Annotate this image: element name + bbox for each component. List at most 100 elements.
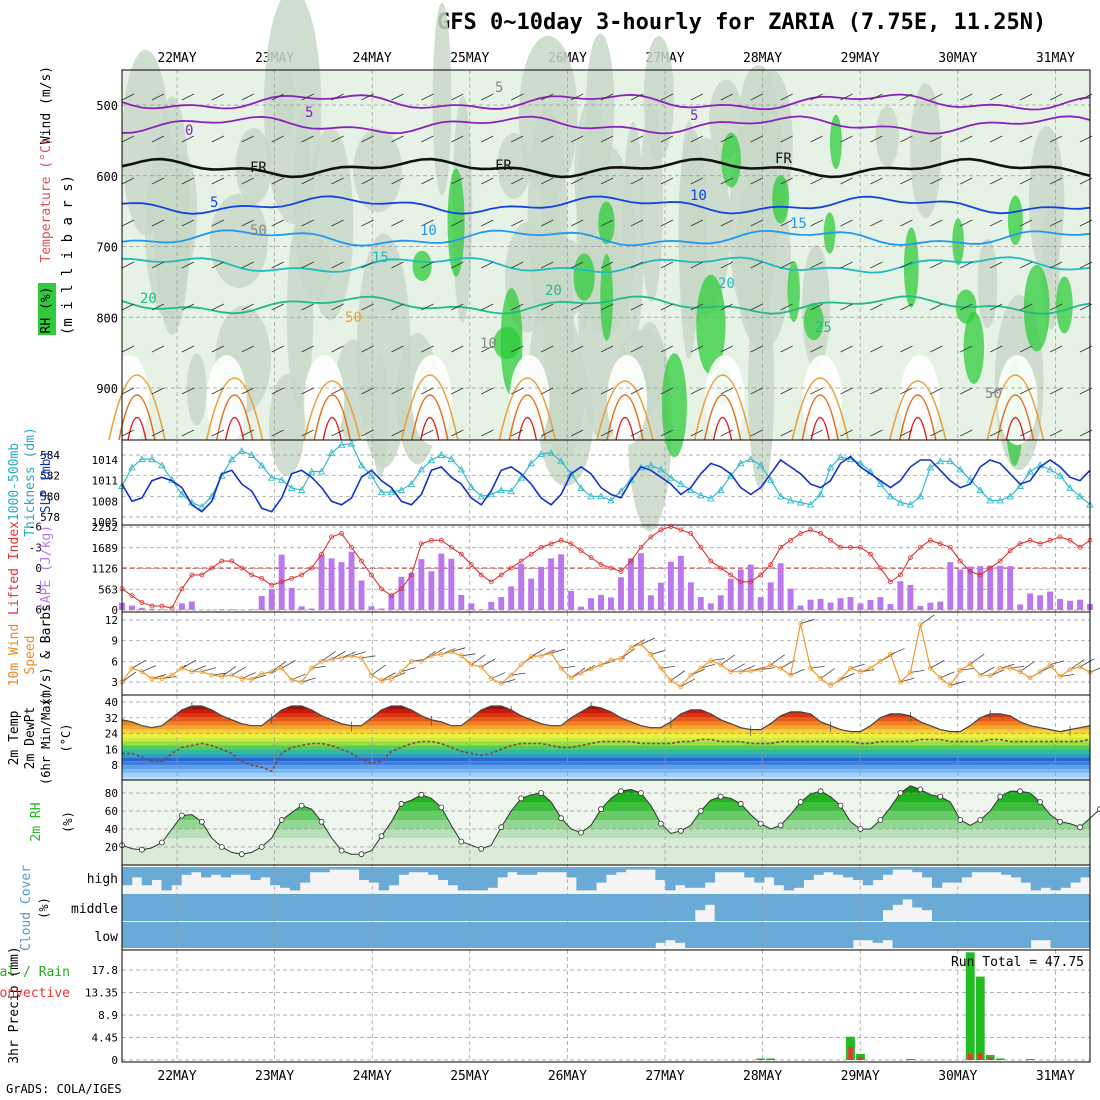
wind-barb: [211, 219, 224, 227]
wind10-point: [768, 662, 774, 668]
wind-barb: [720, 135, 733, 143]
rh2m-point: [178, 812, 185, 819]
wind-barb: [540, 303, 554, 311]
wind10-point: [379, 678, 384, 684]
cloud-low-bar: [378, 922, 390, 948]
rh-shading: [186, 353, 207, 426]
wind10-point: [418, 658, 424, 664]
rh2m-point: [278, 817, 285, 823]
cloud-high-bar: [141, 867, 153, 886]
rh-high-shading: [696, 274, 726, 375]
wind-barb: [1019, 387, 1033, 395]
cloud-low-bar: [615, 922, 627, 948]
cloud-middle-bar: [299, 894, 311, 921]
cloud-middle-bar: [141, 894, 153, 921]
cloud-low-bar: [280, 922, 291, 948]
wind-barb: [121, 135, 135, 143]
precip-convective-bar: [758, 1058, 763, 1060]
wind-barb: [271, 135, 284, 143]
wind10-point: [488, 676, 494, 681]
wind10-point: [428, 653, 434, 659]
wind10-point: [179, 665, 185, 671]
wind10-barb: [730, 663, 745, 673]
wind10-point: [648, 652, 654, 657]
wind-barb: [690, 345, 704, 353]
cloud-middle-bar: [408, 894, 419, 921]
wind-barb: [540, 429, 554, 437]
cloud-low-bar: [122, 922, 133, 948]
wind10-point: [349, 653, 354, 659]
wind-barb: [271, 429, 284, 437]
rh2m-point: [538, 790, 545, 796]
li-point: [848, 544, 853, 550]
thickness-point: [557, 457, 565, 465]
wind-tick: 6: [111, 655, 118, 668]
cloud-low-bar: [270, 922, 281, 948]
wind10-point: [678, 684, 684, 690]
wind10-point: [219, 674, 225, 679]
li-point: [828, 537, 833, 543]
slp-line: [121, 455, 1091, 513]
li-point: [1057, 534, 1063, 540]
rh2m-point: [618, 788, 624, 795]
cloud-middle-bar: [833, 894, 844, 921]
rh2m-point: [378, 833, 385, 840]
cloud-low-bar: [991, 922, 1002, 948]
cloud-low-bar: [734, 922, 745, 948]
thickness-point: [667, 473, 675, 481]
cloud-high-bar: [122, 867, 133, 886]
cloud-high-bar: [517, 867, 528, 875]
wind-barb: [301, 429, 314, 437]
thickness-point: [946, 457, 955, 465]
cloud-middle-bar: [1080, 894, 1091, 921]
wind10-barb: [1019, 661, 1035, 672]
wind-barb: [990, 429, 1003, 437]
wind10-point: [688, 672, 694, 678]
cloud-middle-bar: [181, 894, 192, 921]
slp-tick: 1008: [92, 495, 119, 508]
cloud-low-bar: [1060, 922, 1071, 948]
rh-high-shading: [600, 253, 613, 341]
wind10-barb: [740, 665, 755, 673]
thickness-point: [347, 439, 356, 447]
wind-barb: [990, 387, 1003, 395]
wind10-point: [1077, 664, 1083, 670]
pressure-tick: 500: [96, 99, 118, 113]
isotherm-contour: [121, 195, 1091, 215]
wind-barb: [451, 303, 464, 311]
cloud-middle-bar: [912, 894, 923, 908]
wind-barb: [870, 303, 883, 311]
wind-barb: [990, 345, 1003, 353]
cloud-middle-bar: [991, 894, 1002, 921]
panel-frame-precip: [121, 949, 1091, 1063]
wind-barb: [481, 345, 494, 353]
cloud-middle-bar: [635, 894, 646, 921]
cape-bar: [298, 606, 305, 610]
thickness-point: [1066, 484, 1074, 492]
wind10-point: [728, 669, 734, 675]
cape-bar: [787, 588, 794, 610]
wind10-barb: [930, 659, 945, 669]
wind-barb: [181, 177, 195, 185]
thickness-point: [816, 490, 825, 498]
rh-high-shading: [963, 311, 985, 384]
cloud-low-bar: [872, 922, 883, 943]
wind-barb: [1049, 345, 1063, 353]
contour-label: FR: [495, 158, 512, 174]
cape-bar: [488, 601, 495, 610]
cloud-low-bar: [329, 922, 340, 948]
wind10-barb: [840, 672, 855, 680]
cloud-middle-bar: [675, 894, 686, 921]
wind10-point: [159, 676, 165, 681]
cloud-high-bar: [487, 867, 498, 888]
cloud-middle-bar: [289, 894, 301, 921]
wind10-point: [229, 672, 235, 678]
cape-tick: 1126: [92, 563, 119, 576]
precip-convective-bar: [908, 1059, 913, 1060]
wind-barb: [211, 429, 224, 437]
cape-tick: 563: [98, 583, 118, 596]
thickness-point: [697, 491, 705, 499]
cape-bar: [288, 587, 295, 610]
wind-barb: [151, 261, 165, 269]
day-label-bottom: 27MAY: [645, 1069, 684, 1084]
